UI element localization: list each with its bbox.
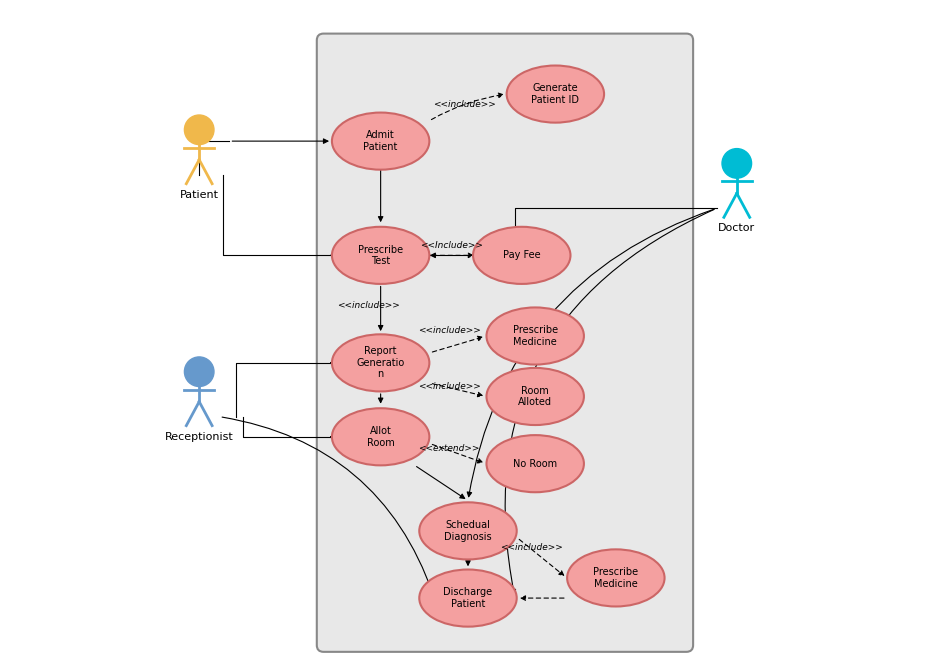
- Ellipse shape: [506, 66, 604, 123]
- FancyBboxPatch shape: [316, 34, 694, 652]
- Text: <<include>>: <<include>>: [337, 301, 400, 310]
- Circle shape: [184, 115, 214, 144]
- Text: Report
Generatio
n: Report Generatio n: [357, 346, 404, 380]
- Ellipse shape: [332, 334, 430, 391]
- Text: No Room: No Room: [513, 459, 557, 468]
- Ellipse shape: [419, 503, 517, 559]
- Text: <<include>>: <<include>>: [417, 382, 480, 391]
- Ellipse shape: [332, 227, 430, 284]
- Ellipse shape: [419, 570, 517, 626]
- Text: Generate
Patient ID: Generate Patient ID: [532, 83, 579, 105]
- Text: Receptionist: Receptionist: [165, 431, 234, 442]
- Text: Prescribe
Test: Prescribe Test: [358, 245, 403, 266]
- Text: Allot
Room: Allot Room: [367, 426, 394, 448]
- Ellipse shape: [332, 409, 430, 466]
- Text: <<extend>>: <<extend>>: [418, 444, 480, 454]
- Text: Doctor: Doctor: [718, 223, 755, 233]
- Ellipse shape: [487, 368, 584, 425]
- Circle shape: [184, 357, 214, 386]
- Text: Schedual
Diagnosis: Schedual Diagnosis: [445, 520, 491, 542]
- Text: Room
Alloted: Room Alloted: [519, 386, 552, 407]
- Text: Discharge
Patient: Discharge Patient: [444, 587, 492, 609]
- Text: Admit
Patient: Admit Patient: [363, 130, 398, 152]
- Text: Pay Fee: Pay Fee: [503, 251, 541, 260]
- Circle shape: [722, 149, 752, 178]
- Ellipse shape: [332, 112, 430, 170]
- Text: Prescribe
Medicine: Prescribe Medicine: [593, 567, 638, 589]
- Text: Prescribe
Medicine: Prescribe Medicine: [513, 325, 558, 347]
- Text: <<include>>: <<include>>: [501, 543, 563, 552]
- Text: <<include>>: <<include>>: [433, 99, 496, 109]
- Text: <<include>>: <<include>>: [417, 326, 480, 335]
- Ellipse shape: [487, 308, 584, 364]
- Ellipse shape: [473, 227, 570, 284]
- Ellipse shape: [487, 435, 584, 492]
- Text: Patient: Patient: [180, 190, 219, 200]
- Text: <<Include>>: <<Include>>: [419, 241, 483, 250]
- Ellipse shape: [567, 550, 665, 606]
